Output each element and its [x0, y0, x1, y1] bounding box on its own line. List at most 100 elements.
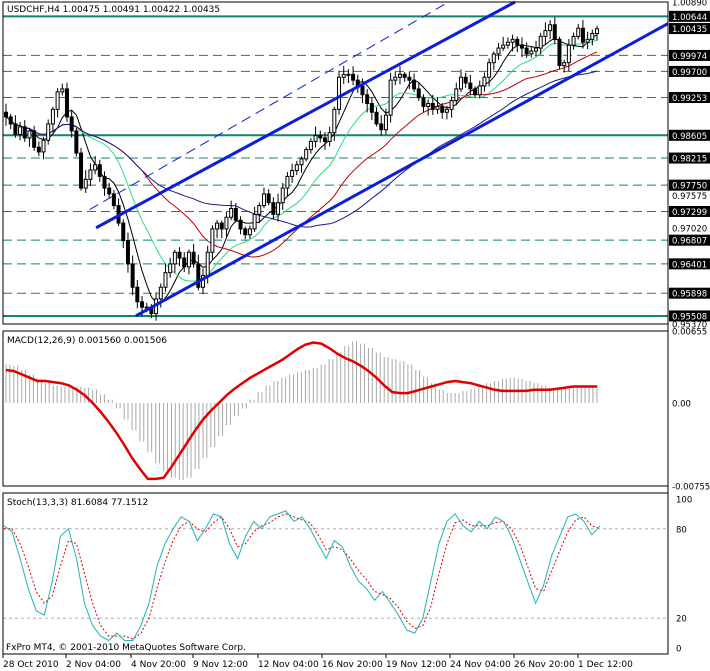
candle-body [196, 263, 201, 288]
candle-body [41, 139, 46, 153]
price-label-box [669, 129, 710, 141]
candle-body [271, 202, 276, 215]
candle-body [210, 228, 215, 253]
candle-body [412, 79, 417, 90]
moving-average-green-line [5, 39, 598, 282]
candle-body [430, 103, 435, 110]
candle-body [79, 152, 84, 189]
candle-body [224, 216, 229, 230]
macd-pane: 0.00655 0.00 -0.00755 [5, 328, 710, 493]
price-label-box [669, 234, 710, 246]
candle-body [585, 38, 590, 43]
candle-body [22, 126, 27, 139]
candle-body [449, 100, 454, 110]
price-label-box [669, 10, 710, 22]
candle-body [552, 24, 557, 40]
candle-body [482, 76, 487, 87]
price-label-box [669, 205, 710, 217]
candle-body [538, 35, 543, 49]
candle-body [571, 35, 576, 46]
time-axis-label: 2 Nov 04:00 [66, 660, 121, 670]
candle-body [365, 94, 370, 104]
price-scale-label: 0.96807 [672, 237, 707, 247]
candle-body [510, 38, 515, 43]
macd-pane-title: MACD(12,26,9) 0.001560 0.001506 [7, 336, 167, 346]
moving-average-navy-line [5, 70, 598, 228]
candle-body [416, 88, 421, 99]
stochastic-main-line [3, 510, 601, 642]
candle-body [327, 132, 332, 142]
candle-body [107, 187, 112, 195]
candle-body [543, 30, 548, 37]
price-label-box [669, 65, 710, 77]
candle-body [473, 88, 478, 96]
candle-body [369, 103, 374, 113]
price-label-box [669, 91, 710, 103]
candle-body [322, 137, 327, 142]
price-scale-label: 0.95508 [672, 312, 707, 322]
candle-body [463, 76, 468, 84]
candle-body [529, 50, 534, 55]
price-label-box [669, 287, 710, 299]
candle-body [50, 108, 55, 125]
candle-body [346, 73, 351, 76]
price-scale-label: 0.97575 [672, 192, 707, 202]
time-axis: 28 Oct 2010 2 Nov 04:00 4 Nov 20:00 9 Nov 1… [2, 654, 633, 670]
candle-body [435, 105, 440, 110]
price-scale-label: 0.97020 [672, 224, 707, 234]
candle-body [444, 108, 449, 113]
price-scale-label: 0.99700 [672, 68, 707, 78]
candle-body [421, 97, 426, 107]
price-scale-label: 0.98605 [672, 132, 707, 142]
candle-body [294, 164, 299, 172]
candle-body [285, 175, 290, 189]
candle-body [64, 88, 69, 118]
candle-body [46, 123, 51, 141]
candle-body [135, 286, 140, 303]
candle-body [60, 88, 65, 93]
candle-body [69, 116, 74, 132]
candle-body [163, 272, 168, 288]
candle-body [172, 251, 177, 265]
candle-body [182, 257, 187, 268]
price-scale-label: 0.97750 [672, 182, 707, 192]
candle-body [140, 301, 145, 308]
candle-body [229, 208, 234, 218]
candle-body [562, 62, 567, 67]
candle-body [398, 73, 402, 78]
candle-body [557, 38, 562, 67]
macd-scale-label: 0.00655 [672, 328, 707, 338]
candle-body [580, 27, 585, 43]
channel-trend-line [95, 0, 516, 230]
candle-body [36, 146, 41, 153]
candle-body [407, 76, 412, 81]
stochastic-pane-title: Stoch(13,3,3) 81.6084 77.1512 [7, 498, 148, 508]
price-scale-label: 0.95898 [672, 290, 707, 300]
time-axis-label: 28 Oct 2010 [3, 660, 59, 670]
price-label-box [669, 23, 710, 35]
candle-body [4, 111, 8, 118]
stochastic-scale-label: 20 [676, 615, 687, 625]
candle-body [458, 76, 463, 90]
price-label-box [669, 49, 710, 61]
candle-body [566, 44, 571, 64]
candle-body [496, 47, 501, 55]
stochastic-scale-label: 0 [676, 645, 681, 655]
time-axis-label: 1 Dec 12:00 [578, 660, 633, 670]
candle-body [290, 170, 295, 177]
price-label-box [669, 152, 710, 164]
candle-body [501, 44, 506, 49]
stochastic-pane: 100 80 20 0 [3, 496, 692, 655]
candle-body [102, 175, 107, 189]
time-axis-label: 12 Nov 04:00 [258, 660, 319, 670]
candle-body [233, 208, 238, 221]
candle-body [276, 202, 281, 215]
candle-body [454, 88, 459, 102]
candle-body [88, 169, 93, 180]
candle-body [280, 187, 285, 204]
candle-body [55, 91, 60, 110]
candle-body [27, 130, 32, 139]
candle-body [534, 47, 539, 52]
time-axis-label: 9 Nov 12:00 [193, 660, 248, 670]
